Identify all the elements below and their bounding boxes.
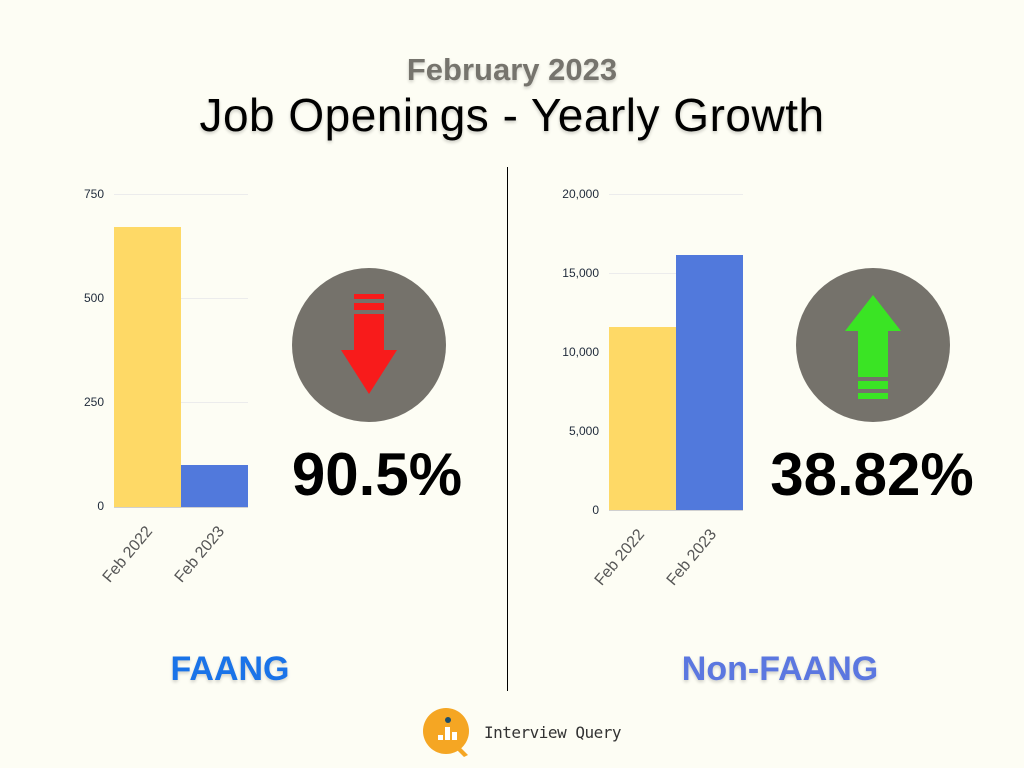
bar-feb-2022 xyxy=(114,227,181,507)
y-tick: 15,000 xyxy=(562,266,599,280)
bar-feb-2023 xyxy=(181,465,248,507)
x-tick: Feb 2023 xyxy=(171,523,229,586)
y-tick: 750 xyxy=(83,187,104,201)
y-tick: 250 xyxy=(83,395,104,409)
x-axis xyxy=(114,507,248,508)
non-faang-change-percent: 38.82% xyxy=(770,441,974,508)
down-arrow-icon xyxy=(341,294,397,394)
faang-change-percent: 90.5% xyxy=(291,441,463,508)
non-faang-label: Non-FAANG xyxy=(681,650,879,688)
increase-indicator xyxy=(796,268,950,422)
gridline xyxy=(114,194,248,195)
bar-feb-2023 xyxy=(676,255,743,510)
y-tick: 20,000 xyxy=(562,187,599,201)
gridline xyxy=(114,298,248,299)
up-arrow-icon xyxy=(845,295,901,399)
faang-label: FAANG xyxy=(170,650,290,688)
bar-feb-2022 xyxy=(609,327,676,510)
y-tick: 5,000 xyxy=(568,424,599,438)
y-tick: 10,000 xyxy=(562,345,599,359)
brand-name: Interview Query xyxy=(484,723,622,742)
x-axis xyxy=(609,510,743,511)
x-tick: Feb 2023 xyxy=(663,526,721,589)
gridline xyxy=(114,402,248,403)
gridline xyxy=(609,194,743,195)
page-title: Job Openings - Yearly Growth xyxy=(199,89,825,141)
x-tick: Feb 2022 xyxy=(99,523,157,586)
decrease-indicator xyxy=(292,268,446,422)
y-tick: 0 xyxy=(592,503,599,517)
divider xyxy=(507,167,508,691)
subtitle: February 2023 xyxy=(406,52,618,87)
y-tick: 500 xyxy=(83,291,104,305)
x-tick: Feb 2022 xyxy=(591,526,649,589)
interview-query-logo-icon xyxy=(423,708,469,757)
y-tick: 0 xyxy=(97,499,104,513)
